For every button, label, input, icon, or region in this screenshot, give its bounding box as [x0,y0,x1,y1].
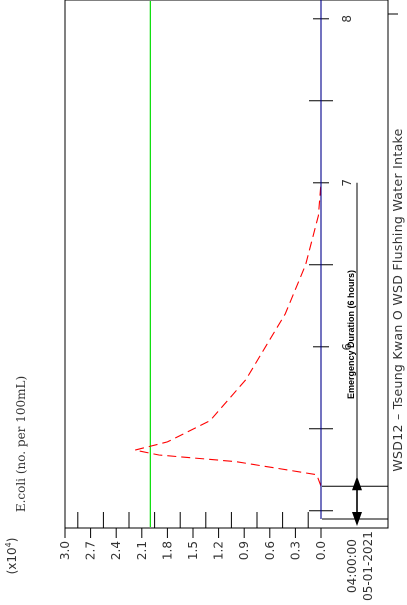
series-line-0 [134,182,322,487]
plot-area [64,0,389,529]
x-tick-label: 6 [340,343,354,351]
y-tick-label: 2.1 [135,541,149,560]
emergency-arrow-head-up [352,476,362,491]
y-tick-label: 3.0 [58,541,72,560]
y-tick-label: 0.3 [288,541,302,560]
y-tick-label: 1.8 [160,541,174,560]
y-tick-label: 0.9 [237,541,251,560]
chart-marks: 0.0 0.3 0.6 0.9 1.2 1.5 1.8 2.1 2.4 2.7 3.0 6 7 8 Emer… [58,0,398,560]
y-tick-label: 2.7 [84,541,98,560]
x-tick-label: 8 [340,15,354,23]
x-tick-label: 7 [340,179,354,187]
plot-frame [64,0,389,529]
x-start-time: 04:00:00 [345,539,359,593]
y-tick-label: 0.6 [263,541,277,560]
y-tick-label: 1.2 [212,541,226,560]
y-tick-label: 0.0 [314,541,328,560]
y-tick-label: 2.4 [109,541,123,560]
x-start-date: 05-01-2021 [361,531,375,601]
emergency-duration-label: Emergency Duration (6 hours) [346,270,356,399]
chart-title: WSD12 – Tseung Kwan O WSD Flushing Water… [390,128,405,471]
y-multiplier: (x104) [4,538,19,575]
y-tick-label: 1.5 [186,541,200,560]
y-axis-label: E.coli (no. per 100mL) [14,376,28,512]
